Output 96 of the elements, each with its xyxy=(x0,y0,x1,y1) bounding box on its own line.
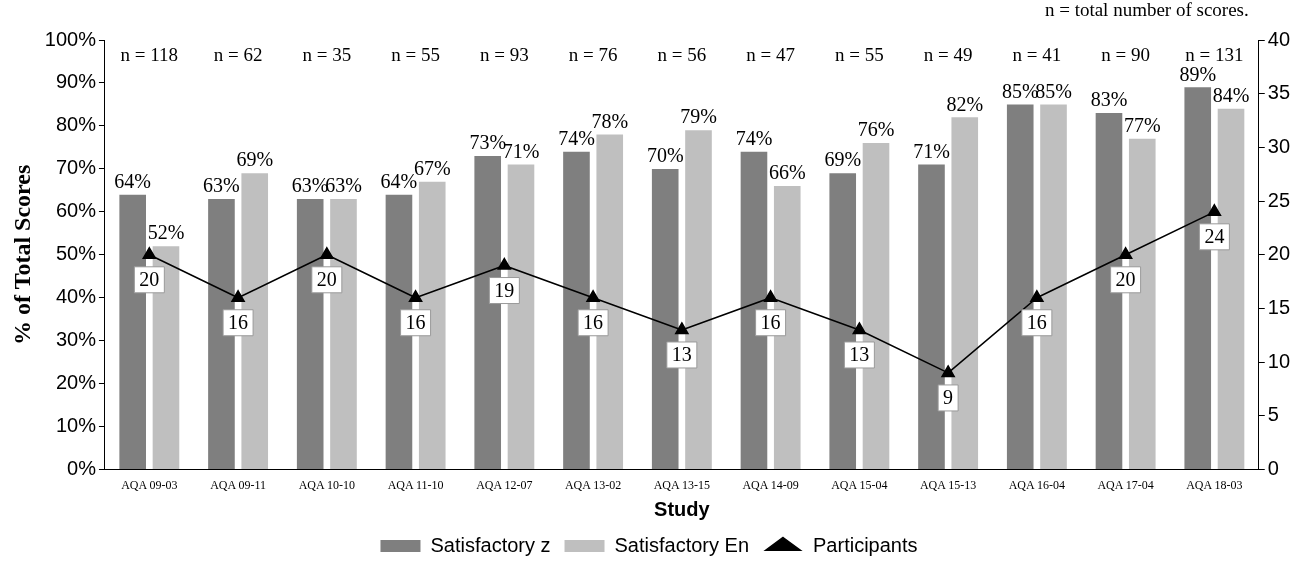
y2-tick-label: 35 xyxy=(1267,81,1290,104)
annotation: n = 90 xyxy=(1101,43,1150,65)
point xyxy=(763,290,778,303)
data-label: 71% xyxy=(913,139,950,162)
data-label: 63% xyxy=(203,174,240,197)
y2-tick-label: 5 xyxy=(1267,403,1279,426)
point xyxy=(231,290,245,303)
annotation: n = 131 xyxy=(1185,43,1244,65)
y-tick-label: 20% xyxy=(55,371,97,394)
data-label: 16 xyxy=(583,311,604,334)
x-tick-label: AQA 09-11 xyxy=(210,477,267,492)
annotation: n = 93 xyxy=(479,43,529,65)
x-tick-label: AQA 16-04 xyxy=(1008,477,1066,492)
point xyxy=(586,290,600,303)
data-label: 70% xyxy=(646,144,684,167)
y2-tick-label: 0 xyxy=(1267,457,1279,480)
point xyxy=(1207,204,1222,217)
y-tick-label: 60% xyxy=(55,199,97,222)
annotation: n = 35 xyxy=(302,43,352,65)
data-label: 66% xyxy=(768,161,806,184)
legend-label: Satisfactory En xyxy=(614,533,750,556)
annotation: n = 41 xyxy=(1012,43,1062,65)
data-label: 89% xyxy=(1179,62,1217,85)
x-tick-label: AQA 15-04 xyxy=(831,477,888,492)
y-tick-label: 80% xyxy=(55,113,97,136)
data-label: 83% xyxy=(1090,88,1128,111)
data-label: 79% xyxy=(680,105,717,128)
data-label: 20 xyxy=(139,268,160,291)
annotation: n = 56 xyxy=(657,43,707,65)
point xyxy=(497,257,512,270)
x-tick-label: AQA 09-03 xyxy=(121,477,178,492)
data-label: 69% xyxy=(236,148,274,171)
y-axis-title: % of Total Scores xyxy=(8,164,35,345)
x-tick-label: AQA 10-10 xyxy=(298,477,356,492)
point xyxy=(941,365,955,378)
x-tick-label: AQA 18-03 xyxy=(1186,477,1243,492)
legend-label: Satisfactory z xyxy=(430,533,551,556)
y-tick-label: 30% xyxy=(55,328,97,351)
data-label: 24 xyxy=(1204,225,1225,248)
x-tick-label: AQA 13-15 xyxy=(653,477,711,492)
y2-tick-label: 15 xyxy=(1267,296,1290,319)
data-label: 77% xyxy=(1123,114,1161,137)
x-tick-label: AQA 11-10 xyxy=(387,477,444,492)
data-label: 84% xyxy=(1212,83,1250,106)
text: n = total number of scores. xyxy=(1044,0,1249,21)
data-label: 69% xyxy=(824,148,862,171)
y2-tick-label: 10 xyxy=(1267,349,1290,372)
annotation: n = 47 xyxy=(746,43,795,65)
data-label: 13 xyxy=(849,343,870,366)
point xyxy=(1118,247,1133,260)
y-tick-label: 0% xyxy=(67,457,97,480)
data-label: 13 xyxy=(671,343,692,366)
x-tick-label: AQA 12-07 xyxy=(476,477,533,492)
x-tick-label: AQA 14-09 xyxy=(742,477,799,492)
y2-tick-label: 25 xyxy=(1267,188,1290,211)
data-label: 16 xyxy=(405,311,426,334)
data-label: 52% xyxy=(147,221,185,244)
data-label: 76% xyxy=(857,118,895,141)
point xyxy=(408,290,423,303)
x-tick-label: AQA 17-04 xyxy=(1097,477,1154,492)
data-label: 20 xyxy=(1115,268,1136,291)
data-label: 20 xyxy=(316,268,337,291)
data-label: 9 xyxy=(943,386,954,409)
y2-tick-label: 20 xyxy=(1267,242,1290,265)
point xyxy=(142,247,157,260)
point xyxy=(675,322,689,335)
annotation: n = 55 xyxy=(835,43,884,65)
data-label: 16 xyxy=(1026,311,1047,334)
x-axis-title: Study xyxy=(654,497,711,520)
y-tick-label: 40% xyxy=(55,285,97,308)
point xyxy=(320,247,334,260)
data-label: 19 xyxy=(494,278,515,301)
bar xyxy=(951,117,979,470)
bar xyxy=(918,164,945,470)
point xyxy=(852,322,867,335)
x-tick-label: AQA 15-13 xyxy=(919,477,977,492)
y-tick-label: 10% xyxy=(55,414,97,437)
annotation: n = 76 xyxy=(568,43,618,65)
data-label: 16 xyxy=(760,311,781,334)
data-label: 16 xyxy=(228,311,249,334)
y2-tick-label: 40 xyxy=(1267,27,1290,50)
data-label: 64% xyxy=(114,169,152,192)
x-tick-label: AQA 13-02 xyxy=(564,477,622,492)
point xyxy=(1030,290,1044,303)
annotation: n = 62 xyxy=(213,43,263,65)
y-tick-label: 50% xyxy=(55,242,97,265)
y2-tick-label: 30 xyxy=(1267,134,1290,157)
data-label: 82% xyxy=(946,92,984,115)
y-tick-label: 90% xyxy=(55,70,97,93)
annotation: n = 49 xyxy=(923,43,973,65)
annotation: n = 55 xyxy=(391,43,440,65)
y-tick-label: 70% xyxy=(55,156,97,179)
annotation: n = 118 xyxy=(120,43,179,65)
legend-label: Participants xyxy=(813,533,918,556)
y-tick-label: 100% xyxy=(44,27,97,50)
data-label: 74% xyxy=(735,126,773,149)
